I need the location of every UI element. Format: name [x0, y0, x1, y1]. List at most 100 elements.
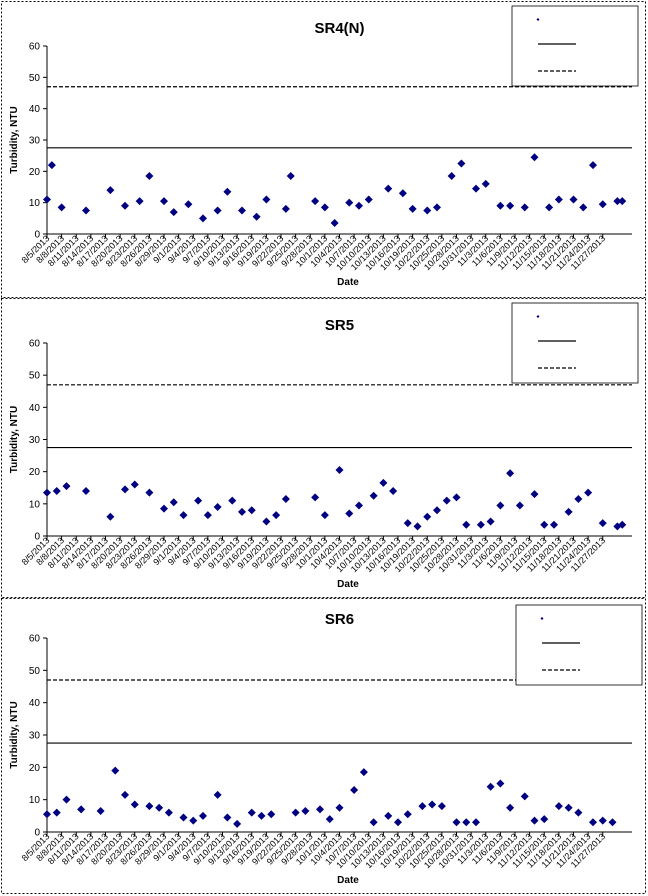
data-point [272, 511, 281, 520]
chart-title: SR5 [325, 317, 354, 334]
x-axis-title: Date [337, 579, 359, 590]
data-point [530, 490, 539, 499]
y-tick-label: 60 [29, 339, 41, 350]
data-point [506, 803, 515, 812]
legend-marker-icon [536, 18, 540, 21]
data-point [228, 496, 237, 505]
y-tick-label: 20 [29, 763, 41, 774]
data-point [184, 200, 193, 209]
legend-box [511, 302, 639, 384]
data-point [598, 519, 607, 528]
data-point [320, 203, 329, 212]
data-point [589, 161, 597, 170]
data-point [506, 201, 515, 210]
data-point [403, 519, 412, 528]
data-point [433, 203, 441, 212]
data-point [52, 486, 61, 495]
data-point [530, 816, 539, 825]
data-point [213, 206, 222, 215]
data-point [350, 785, 359, 794]
data-point [457, 159, 466, 168]
data-point [359, 768, 368, 777]
data-point [247, 808, 256, 817]
data-point [520, 792, 529, 801]
legend [515, 604, 643, 686]
data-point [554, 802, 563, 811]
data-point [433, 506, 441, 515]
legend-box [515, 604, 643, 686]
data-point [550, 520, 558, 529]
data-point [613, 197, 622, 206]
data-point [179, 511, 188, 520]
data-point [199, 214, 207, 223]
chart-panel-2: SR501020304050608/5/20138/8/20138/11/201… [1, 298, 646, 598]
y-tick-label: 60 [29, 634, 41, 645]
y-tick-label: 0 [34, 828, 40, 839]
data-point [325, 815, 334, 824]
x-axis-title: Date [337, 277, 359, 288]
data-point [540, 520, 549, 529]
data-point [106, 512, 115, 521]
y-tick-label: 30 [29, 731, 41, 742]
data-point [462, 818, 471, 827]
data-point [345, 509, 354, 518]
y-tick-label: 50 [29, 371, 41, 382]
data-point [335, 466, 344, 475]
data-point [369, 818, 378, 827]
data-point [238, 507, 246, 516]
data-point [496, 501, 505, 510]
data-point [335, 803, 344, 812]
data-point [213, 503, 222, 512]
data-point [403, 810, 412, 819]
data-point [145, 488, 154, 497]
y-axis-title: Turbidity, NTU [9, 106, 20, 173]
data-point [111, 766, 120, 775]
data-point [194, 496, 203, 505]
data-point [281, 204, 290, 213]
data-point [462, 520, 471, 529]
data-point [345, 198, 354, 207]
data-point [569, 195, 578, 204]
chart-panel-1: SR4(N)01020304050608/5/20138/8/20138/11/… [1, 1, 646, 298]
data-point [160, 197, 168, 206]
data-point [452, 493, 461, 502]
data-point [540, 815, 549, 824]
data-point [530, 153, 539, 162]
data-point [320, 511, 329, 520]
data-point [135, 197, 144, 206]
y-tick-label: 20 [29, 467, 41, 478]
chart-title: SR6 [325, 611, 354, 628]
data-point [262, 517, 271, 526]
legend-marker-icon [536, 315, 540, 318]
data-point [145, 172, 154, 181]
legend [511, 5, 639, 87]
data-point [476, 520, 485, 529]
y-tick-label: 50 [29, 666, 41, 677]
data-point [311, 197, 320, 206]
data-point [223, 813, 232, 822]
data-point [262, 195, 271, 204]
data-point [618, 520, 627, 529]
data-point [267, 810, 276, 819]
data-point [369, 491, 378, 500]
data-point [496, 201, 505, 210]
data-point [472, 184, 480, 193]
data-point [189, 816, 198, 825]
data-point [82, 206, 90, 215]
data-point [82, 486, 90, 495]
data-point [330, 219, 339, 228]
data-point [106, 186, 115, 195]
data-point [413, 522, 422, 531]
data-point [164, 808, 173, 817]
data-point [418, 802, 427, 811]
chart-title: SR4(N) [314, 20, 364, 37]
data-point [394, 818, 402, 827]
y-tick-label: 60 [29, 42, 41, 53]
data-point [203, 511, 212, 520]
data-point [121, 485, 129, 494]
data-point [355, 501, 363, 510]
data-point [130, 800, 139, 809]
y-tick-label: 40 [29, 698, 41, 709]
y-tick-label: 50 [29, 73, 41, 84]
